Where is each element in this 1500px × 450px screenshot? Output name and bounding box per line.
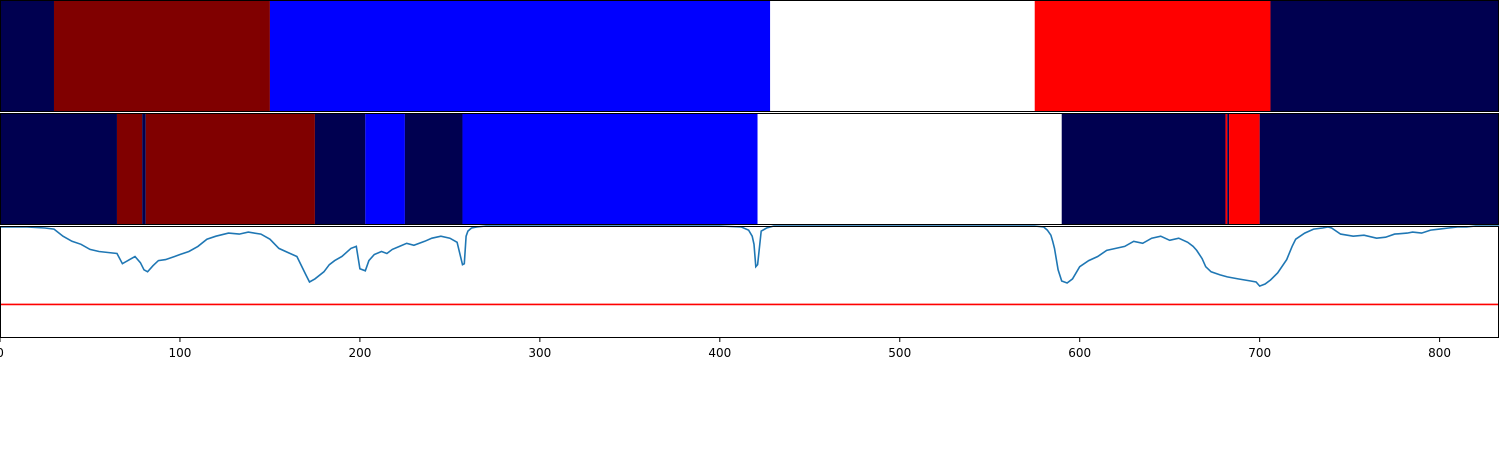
segment-middle-12	[1229, 113, 1260, 225]
x-tick-label-300: 300	[528, 346, 551, 360]
segment-middle-11	[1227, 113, 1230, 225]
segment-middle-3	[145, 113, 315, 225]
segment-middle-9	[1061, 113, 1226, 225]
segment-middle-0	[0, 113, 117, 225]
segment-middle-7	[462, 113, 758, 225]
segment-top-3	[770, 0, 1035, 112]
segment-middle-13	[1259, 113, 1499, 225]
segment-middle-4	[314, 113, 366, 225]
x-tick-label-100: 100	[168, 346, 191, 360]
x-tick-label-500: 500	[888, 346, 911, 360]
segment-middle-10	[1225, 113, 1228, 225]
segment-top-0	[0, 0, 54, 112]
segment-top-1	[53, 0, 270, 112]
segment-top-5	[1270, 0, 1499, 112]
probability-line-panel	[0, 225, 1499, 306]
panel-frame-2	[0, 226, 1499, 338]
x-tick-label-200: 200	[348, 346, 371, 360]
panel-frame-1	[0, 113, 1499, 225]
x-tick-label-400: 400	[708, 346, 731, 360]
segment-top-4	[1034, 0, 1271, 112]
x-tick-label-800: 800	[1428, 346, 1451, 360]
x-axis: 0 100 200 300 400 500 600 700 800	[0, 338, 1451, 360]
probability-line	[0, 225, 1499, 288]
segment-middle-8	[757, 113, 1062, 225]
segment-middle-2	[142, 113, 146, 225]
x-tick-label-700: 700	[1248, 346, 1271, 360]
x-tick-label-600: 600	[1068, 346, 1091, 360]
x-tick-label-0: 0	[0, 346, 4, 360]
segment-middle-6	[404, 113, 463, 225]
middle-segment-panel	[0, 113, 1499, 225]
segment-middle-5	[365, 113, 405, 225]
segment-middle-1	[116, 113, 143, 225]
top-segment-panel	[0, 0, 1499, 112]
segment-top-2	[269, 0, 771, 112]
panel-frame-0	[0, 0, 1499, 112]
panel-frames	[0, 0, 1499, 338]
